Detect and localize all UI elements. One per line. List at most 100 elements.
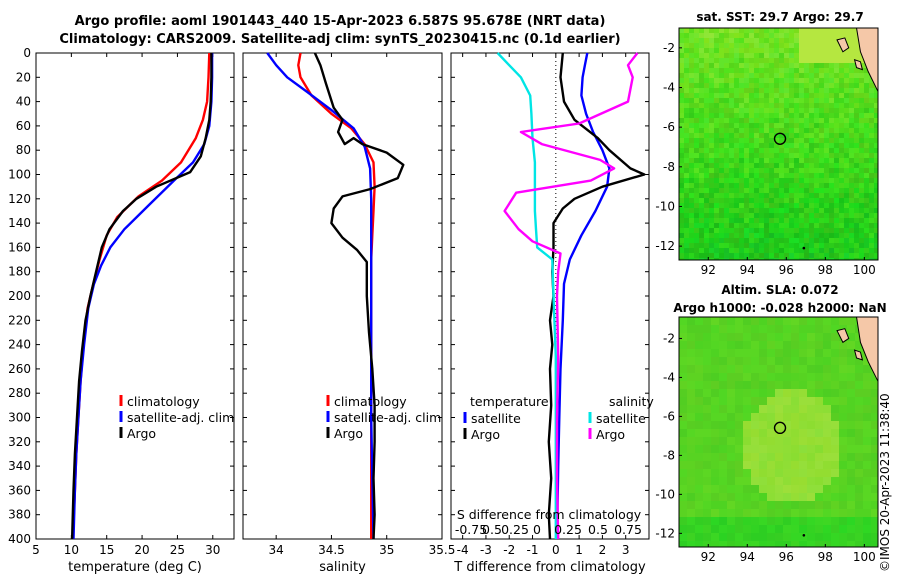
map-cell bbox=[739, 173, 744, 178]
map-cell bbox=[849, 138, 854, 143]
map-cell bbox=[729, 28, 734, 33]
map-cell bbox=[779, 88, 784, 93]
map-cell bbox=[844, 38, 849, 43]
map-cell bbox=[734, 53, 739, 58]
map-cell bbox=[695, 413, 703, 421]
map-cell bbox=[744, 48, 749, 53]
map-cell bbox=[727, 509, 735, 517]
map-cell bbox=[719, 68, 724, 73]
y-tick-label: -6 bbox=[663, 409, 675, 423]
map-cell bbox=[739, 198, 744, 203]
map-cell bbox=[684, 133, 689, 138]
map-cell bbox=[749, 68, 754, 73]
map-cell bbox=[869, 98, 874, 103]
map-cell bbox=[699, 88, 704, 93]
map-cell bbox=[734, 88, 739, 93]
map-cell bbox=[834, 208, 839, 213]
map-cell bbox=[754, 78, 759, 83]
map-cell bbox=[815, 325, 823, 333]
y-tick-label: 40 bbox=[16, 95, 31, 109]
map-cell bbox=[849, 213, 854, 218]
map-cell bbox=[834, 258, 839, 260]
map-cell bbox=[834, 28, 839, 33]
map-cell bbox=[834, 63, 839, 68]
map-cell bbox=[694, 133, 699, 138]
map-cell bbox=[874, 178, 878, 183]
map-cell bbox=[869, 208, 874, 213]
map-cell bbox=[679, 413, 687, 421]
map-cell bbox=[791, 357, 799, 365]
map-cell bbox=[794, 43, 799, 48]
map-cell bbox=[764, 233, 769, 238]
map-cell bbox=[783, 397, 791, 405]
map-cell bbox=[767, 421, 775, 429]
map-cell bbox=[869, 143, 874, 148]
map-cell bbox=[744, 168, 749, 173]
map-cell bbox=[751, 381, 759, 389]
map-cell bbox=[704, 218, 709, 223]
map-cell bbox=[799, 118, 804, 123]
map-cell bbox=[839, 373, 847, 381]
map-cell bbox=[784, 108, 789, 113]
map-cell bbox=[684, 38, 689, 43]
map-cell bbox=[809, 48, 814, 53]
y-tick-label: 340 bbox=[8, 459, 31, 473]
map-cell bbox=[709, 73, 714, 78]
map-cell bbox=[854, 258, 859, 260]
map-cell bbox=[839, 178, 844, 183]
map-cell bbox=[823, 461, 831, 469]
y-tick-label: 320 bbox=[8, 435, 31, 449]
map-cell bbox=[703, 389, 711, 397]
series-line-salinity-argo bbox=[503, 52, 639, 540]
map-cell bbox=[834, 138, 839, 143]
x-tick-label: -1 bbox=[527, 543, 539, 557]
map-cell bbox=[799, 108, 804, 113]
map-cell bbox=[831, 445, 839, 453]
map-cell bbox=[775, 485, 783, 493]
map-cell bbox=[779, 208, 784, 213]
map-cell bbox=[791, 501, 799, 509]
map-cell bbox=[824, 128, 829, 133]
map-cell bbox=[759, 33, 764, 38]
map-cell bbox=[719, 53, 724, 58]
map-cell bbox=[783, 325, 791, 333]
map-cell bbox=[714, 163, 719, 168]
map-cell bbox=[694, 43, 699, 48]
map-cell bbox=[839, 233, 844, 238]
map-cell bbox=[823, 453, 831, 461]
map-cell bbox=[874, 228, 878, 233]
map-cell bbox=[749, 73, 754, 78]
map-cell bbox=[724, 38, 729, 43]
map-cell bbox=[727, 365, 735, 373]
map-cell bbox=[689, 98, 694, 103]
map-cell bbox=[823, 381, 831, 389]
map-cell bbox=[855, 541, 863, 547]
map-cell bbox=[774, 203, 779, 208]
map-cell bbox=[814, 238, 819, 243]
map-cell bbox=[863, 365, 871, 373]
map-cell bbox=[783, 349, 791, 357]
map-cell bbox=[855, 445, 863, 453]
map-cell bbox=[804, 233, 809, 238]
map-cell bbox=[831, 517, 839, 525]
map-cell bbox=[754, 118, 759, 123]
map-cell bbox=[869, 243, 874, 248]
map-cell bbox=[751, 357, 759, 365]
map-cell bbox=[687, 453, 695, 461]
map-cell bbox=[679, 333, 687, 341]
map-cell bbox=[789, 98, 794, 103]
map-cell bbox=[779, 248, 784, 253]
map-cell bbox=[829, 163, 834, 168]
map-cell bbox=[684, 48, 689, 53]
map-cell bbox=[694, 28, 699, 33]
map-cell bbox=[694, 248, 699, 253]
map-cell bbox=[689, 103, 694, 108]
map-cell bbox=[711, 341, 719, 349]
map-cell bbox=[791, 485, 799, 493]
map-cell bbox=[684, 233, 689, 238]
map-cell bbox=[794, 108, 799, 113]
map-cell bbox=[734, 73, 739, 78]
map-cell bbox=[704, 113, 709, 118]
map-cell bbox=[687, 341, 695, 349]
map-cell bbox=[834, 198, 839, 203]
